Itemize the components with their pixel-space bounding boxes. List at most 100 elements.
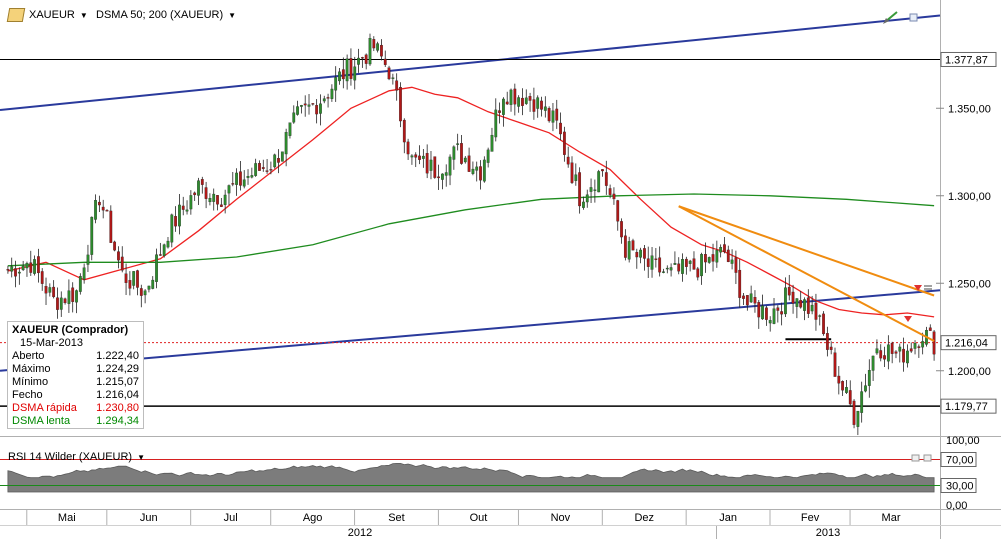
candle-body (662, 271, 665, 273)
info-title: XAUEUR (Comprador) (12, 324, 129, 336)
candle-body (178, 204, 181, 227)
candle-body (856, 410, 860, 427)
candle (78, 273, 82, 295)
candle-body (117, 251, 120, 261)
rsi-panel[interactable]: 100,00 70,00 30,00 0,00 (0, 435, 980, 512)
candle-body (837, 375, 841, 384)
pencil-icon[interactable] (883, 11, 898, 24)
candle-body (410, 155, 414, 158)
candle-body (71, 287, 75, 302)
candle (418, 145, 421, 165)
candle-body (597, 171, 601, 193)
candle (593, 179, 597, 203)
candle (521, 88, 524, 116)
candle (707, 256, 711, 264)
candle-body (730, 259, 734, 264)
candle (178, 194, 181, 235)
candle-body (608, 188, 612, 195)
candle (90, 216, 94, 261)
candle (772, 297, 776, 325)
candle (726, 245, 730, 263)
candle-body (284, 132, 288, 155)
candle (181, 196, 185, 216)
candle (94, 194, 97, 224)
candle-body (692, 258, 696, 270)
candle (372, 36, 376, 52)
alert-marker-icon[interactable] (904, 316, 912, 322)
candle-body (547, 108, 551, 122)
candle (734, 250, 738, 285)
candle (612, 187, 616, 205)
candle (334, 66, 338, 102)
candle (410, 154, 414, 165)
candle (913, 340, 917, 355)
candle-body (345, 58, 349, 82)
channel-upper-line[interactable] (0, 14, 941, 111)
candle-body (254, 163, 258, 176)
candle-body (726, 249, 730, 263)
month-label: Mai (58, 512, 76, 524)
candle-body (467, 155, 471, 172)
candle (143, 289, 147, 304)
rsi-indicator-selector[interactable]: RSI 14 Wilder (XAUEUR) ▼ (8, 451, 145, 463)
candle (757, 300, 761, 329)
candle-body (635, 251, 639, 258)
candle (189, 190, 193, 215)
candle (303, 95, 307, 117)
panel-maximize-icon[interactable] (909, 13, 918, 22)
candle (147, 285, 151, 293)
candle-body (585, 194, 589, 203)
candle (174, 206, 177, 232)
candle (136, 269, 139, 296)
candle (684, 256, 688, 275)
candle (117, 246, 120, 269)
candle (158, 242, 162, 256)
candle-body (402, 119, 406, 143)
candle-body (795, 298, 799, 307)
month-label: Nov (551, 512, 571, 524)
candle-body (913, 342, 917, 349)
candle (101, 199, 105, 219)
candle-body (292, 112, 296, 123)
candle (311, 103, 315, 106)
candle (494, 98, 498, 142)
candle (208, 193, 212, 206)
candle (185, 200, 189, 215)
candle (791, 284, 795, 314)
candle-body (490, 134, 494, 152)
trend-channel[interactable] (0, 14, 941, 372)
channel-lower-line[interactable] (0, 289, 941, 372)
candle-body (604, 172, 608, 186)
trendline[interactable] (678, 205, 935, 297)
candle (883, 346, 886, 368)
indicator-selector[interactable]: DSMA 50; 200 (XAUEUR) ▼ (96, 6, 236, 24)
candle (917, 344, 921, 358)
candle-body (433, 156, 437, 178)
candle-body (589, 187, 593, 192)
candle (623, 229, 627, 261)
candle (749, 285, 753, 303)
candle-body (94, 200, 97, 220)
candle (6, 265, 10, 274)
symbol-selector[interactable]: XAUEUR ▼ (6, 6, 88, 24)
candle-body (265, 170, 269, 172)
info-row-dsma-fast: DSMA rápida 1.230,80 (12, 402, 139, 414)
candle-body (399, 87, 402, 122)
alert-marker-icon[interactable] (914, 285, 932, 291)
candle-body (612, 193, 616, 200)
candle (848, 380, 852, 408)
level-price-label-box (940, 398, 997, 414)
candle (635, 248, 639, 269)
candle (82, 263, 86, 284)
y-tick-label: 1.350,00 (948, 103, 991, 115)
candle (867, 359, 871, 398)
candle (357, 48, 360, 73)
candle-body (200, 179, 204, 185)
candle-body (349, 58, 353, 79)
candle-body (696, 268, 700, 278)
candle-body (509, 89, 513, 105)
candle (486, 147, 490, 168)
trendline[interactable] (678, 205, 935, 342)
rsi-window-icons[interactable] (911, 454, 932, 462)
